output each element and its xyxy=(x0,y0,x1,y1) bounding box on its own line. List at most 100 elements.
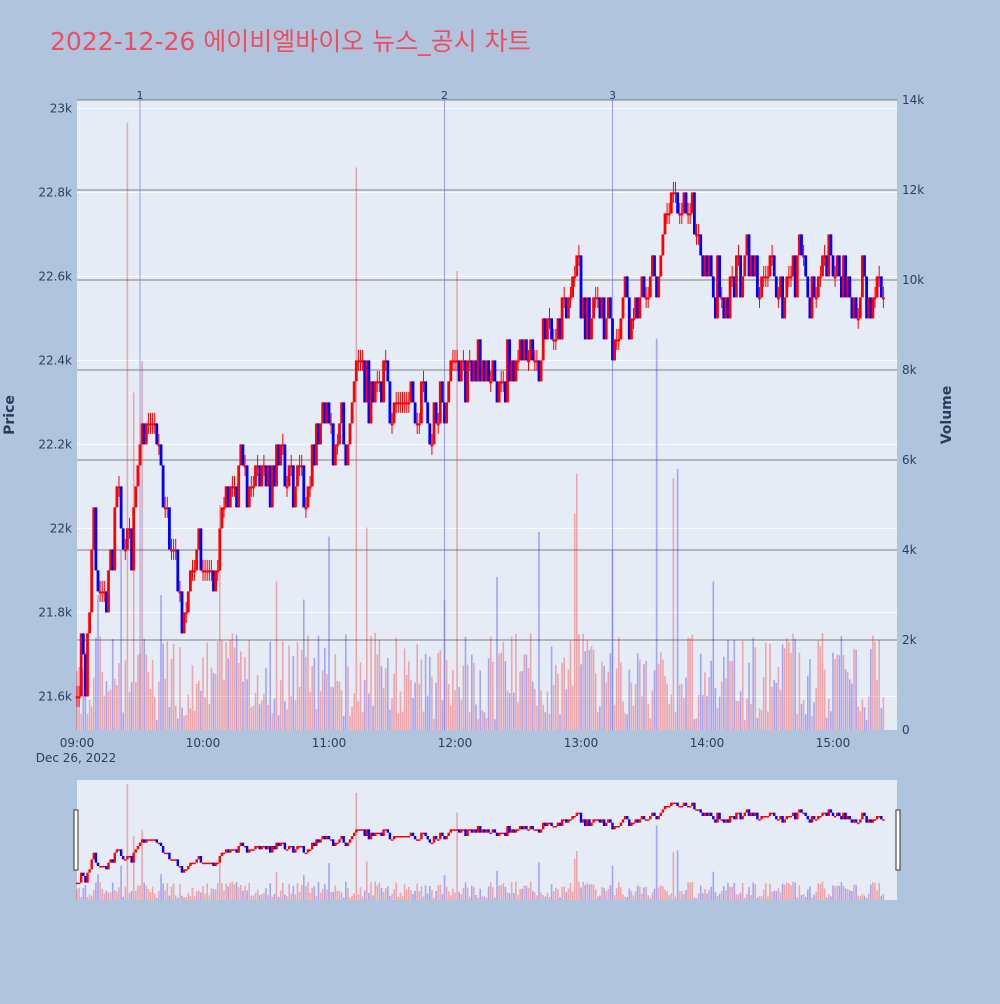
volume-bar xyxy=(800,703,803,730)
candle-body xyxy=(249,486,253,489)
slider-candle xyxy=(380,832,383,836)
candle-body xyxy=(520,339,524,361)
volume-bar xyxy=(277,715,280,730)
volume-bar xyxy=(124,660,127,730)
volume-bar xyxy=(697,694,700,730)
slider-volume-bar xyxy=(185,897,187,900)
volume-bar xyxy=(683,698,685,730)
volume-bar xyxy=(552,684,555,730)
volume-bar xyxy=(492,661,494,730)
slider-candle xyxy=(227,849,230,853)
slider-candle xyxy=(111,859,114,863)
slider-volume-bar xyxy=(99,882,101,900)
slider-candle xyxy=(867,819,870,823)
volume-bar xyxy=(534,688,536,730)
candle-body xyxy=(621,297,625,319)
slider-volume-bar xyxy=(231,881,234,900)
candle-body xyxy=(522,339,526,361)
candle-body xyxy=(682,192,686,214)
slider-volume-bar xyxy=(804,897,807,900)
volume-bar xyxy=(615,668,618,730)
slider-candle xyxy=(281,842,284,845)
candle-body xyxy=(168,507,171,550)
slider-candle xyxy=(766,816,770,818)
volume-bar xyxy=(599,706,601,730)
slider-candle xyxy=(584,819,587,826)
slider-volume-bar xyxy=(145,885,148,900)
candle-body xyxy=(672,192,675,195)
range-slider[interactable] xyxy=(77,780,897,900)
slider-candle xyxy=(787,816,791,818)
volume-bar xyxy=(559,714,561,730)
candle-body xyxy=(527,360,530,363)
slider-volume-bar xyxy=(450,895,452,900)
slider-volume-bar xyxy=(527,888,530,900)
slider-candle xyxy=(880,816,883,820)
volume-bar xyxy=(235,634,238,730)
volume-bar xyxy=(282,641,284,730)
slider-volume-bar xyxy=(838,885,841,900)
volume-bar xyxy=(691,634,694,730)
candle-body xyxy=(231,486,234,489)
volume-bar xyxy=(485,717,488,730)
candle-body xyxy=(636,297,640,319)
volume-bar xyxy=(872,635,874,730)
slider-candle xyxy=(149,839,152,841)
slider-candle xyxy=(140,839,144,843)
volume-bar xyxy=(90,706,93,730)
candle-body xyxy=(728,276,732,319)
volume-bar xyxy=(441,700,444,730)
range-slider-right-handle[interactable] xyxy=(895,809,901,871)
candle-body xyxy=(352,381,356,403)
slider-candle xyxy=(726,819,730,823)
candle-body xyxy=(730,276,734,279)
slider-candle xyxy=(651,812,654,816)
volume-bar xyxy=(401,711,404,730)
slider-candle xyxy=(233,849,236,851)
slider-volume-bar xyxy=(170,886,173,900)
slider-candle xyxy=(392,836,396,840)
slider-volume-bar xyxy=(153,893,156,900)
slider-volume-bar xyxy=(584,885,586,900)
slider-candle xyxy=(145,839,148,843)
slider-volume-bar xyxy=(227,886,229,900)
candle-body xyxy=(285,486,289,489)
candle-body xyxy=(812,276,816,298)
range-slider-left-handle[interactable] xyxy=(73,809,79,871)
slider-volume-bar xyxy=(114,890,116,900)
volume-bar xyxy=(504,661,507,730)
plot-area[interactable] xyxy=(77,100,897,730)
volume-bar xyxy=(256,675,259,730)
candle-body xyxy=(214,570,217,592)
volume-bar xyxy=(796,713,799,730)
candle-body xyxy=(735,255,738,298)
candle-body xyxy=(863,255,866,277)
volume-bar xyxy=(452,670,454,730)
slider-candle xyxy=(447,832,450,836)
slider-volume-bar xyxy=(286,896,288,900)
candle-body xyxy=(869,297,873,319)
volume-bar xyxy=(292,655,295,730)
slider-volume-bar xyxy=(672,852,675,900)
slider-volume-bar xyxy=(823,888,826,900)
volume-bar xyxy=(544,712,547,730)
slider-candle xyxy=(857,822,860,825)
slider-volume-bar xyxy=(876,890,878,900)
volume-bar xyxy=(662,659,664,730)
candle-body xyxy=(678,213,682,216)
candle-body xyxy=(821,255,824,277)
slider-candle xyxy=(493,829,497,833)
candle-body xyxy=(451,360,455,363)
slider-volume-bar xyxy=(481,896,484,900)
candle-body xyxy=(518,339,522,361)
volume-bar xyxy=(179,647,181,730)
volume-bar xyxy=(95,637,97,730)
price-tick-label: 21.6k xyxy=(38,689,72,703)
volume-bar xyxy=(97,595,99,730)
slider-candle xyxy=(256,846,259,848)
candle-body xyxy=(264,465,268,487)
candle-body xyxy=(281,444,285,447)
candle-body xyxy=(300,465,304,468)
candle-body xyxy=(195,549,199,571)
slider-volume-bar xyxy=(727,882,729,900)
